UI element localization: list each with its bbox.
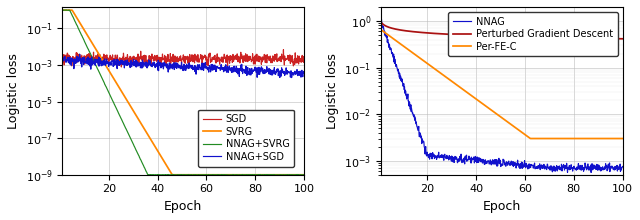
NNAG+SVRG bbox=[212, 173, 220, 176]
SGD bbox=[242, 60, 250, 63]
Line: Perturbed Gradient Descent: Perturbed Gradient Descent bbox=[381, 22, 623, 39]
SVRG bbox=[267, 173, 275, 176]
Per-FE-C bbox=[392, 39, 399, 42]
NNAG+SGD bbox=[199, 69, 207, 71]
Per-FE-C bbox=[619, 137, 627, 140]
SVRG bbox=[205, 173, 213, 176]
SVRG bbox=[300, 173, 308, 176]
NNAG bbox=[518, 161, 525, 163]
SVRG bbox=[58, 9, 66, 11]
SVRG bbox=[242, 173, 250, 176]
Perturbed Gradient Descent bbox=[524, 36, 531, 38]
SGD bbox=[212, 56, 220, 59]
SVRG bbox=[212, 173, 220, 176]
SGD bbox=[118, 66, 125, 68]
NNAG bbox=[619, 165, 627, 168]
Line: Per-FE-C: Per-FE-C bbox=[381, 30, 623, 139]
NNAG+SVRG bbox=[242, 174, 250, 176]
Y-axis label: Logistic loss: Logistic loss bbox=[7, 53, 20, 129]
Line: NNAG: NNAG bbox=[381, 20, 623, 172]
NNAG+SVRG bbox=[267, 173, 275, 176]
SVRG bbox=[74, 17, 81, 20]
SGD bbox=[267, 60, 275, 62]
NNAG+SVRG bbox=[199, 173, 207, 176]
NNAG bbox=[586, 165, 593, 168]
NNAG+SGD bbox=[76, 53, 83, 55]
Per-FE-C bbox=[586, 137, 593, 140]
Legend: NNAG, Perturbed Gradient Descent, Per-FE-C: NNAG, Perturbed Gradient Descent, Per-FE… bbox=[449, 12, 618, 56]
Line: NNAG+SVRG: NNAG+SVRG bbox=[62, 10, 304, 175]
NNAG+SVRG bbox=[61, 9, 69, 11]
Line: NNAG+SGD: NNAG+SGD bbox=[62, 54, 304, 78]
NNAG+SGD bbox=[205, 64, 213, 67]
SGD bbox=[280, 48, 287, 51]
Perturbed Gradient Descent bbox=[392, 28, 399, 30]
NNAG bbox=[524, 168, 532, 170]
Per-FE-C bbox=[517, 130, 525, 133]
Perturbed Gradient Descent bbox=[377, 21, 385, 23]
NNAG bbox=[531, 167, 539, 170]
Legend: SGD, SVRG, NNAG+SVRG, NNAG+SGD: SGD, SVRG, NNAG+SVRG, NNAG+SGD bbox=[198, 110, 294, 167]
Line: SGD: SGD bbox=[62, 50, 304, 67]
SGD bbox=[199, 58, 207, 60]
NNAG+SGD bbox=[74, 61, 81, 63]
NNAG+SGD bbox=[267, 71, 275, 74]
NNAG+SVRG bbox=[294, 174, 302, 176]
Line: SVRG: SVRG bbox=[62, 10, 304, 175]
Perturbed Gradient Descent bbox=[517, 35, 525, 38]
Perturbed Gradient Descent bbox=[585, 37, 593, 40]
NNAG+SGD bbox=[58, 59, 66, 62]
Perturbed Gradient Descent bbox=[619, 37, 627, 40]
NNAG bbox=[377, 21, 385, 24]
NNAG+SGD bbox=[288, 76, 296, 79]
Per-FE-C bbox=[531, 137, 539, 140]
SVRG bbox=[168, 173, 176, 176]
NNAG+SVRG bbox=[300, 174, 308, 176]
Per-FE-C bbox=[561, 137, 568, 140]
SGD bbox=[58, 60, 66, 63]
NNAG+SVRG bbox=[205, 174, 213, 176]
SVRG bbox=[199, 173, 207, 176]
SGD bbox=[300, 57, 308, 60]
Per-FE-C bbox=[524, 135, 531, 138]
X-axis label: Epoch: Epoch bbox=[483, 200, 521, 213]
NNAG+SGD bbox=[242, 65, 250, 67]
NNAG+SGD bbox=[212, 68, 220, 70]
Perturbed Gradient Descent bbox=[531, 36, 539, 38]
Y-axis label: Logistic loss: Logistic loss bbox=[326, 53, 339, 129]
X-axis label: Epoch: Epoch bbox=[164, 200, 202, 213]
NNAG+SGD bbox=[300, 72, 308, 74]
Per-FE-C bbox=[527, 137, 534, 140]
NNAG+SVRG bbox=[74, 25, 81, 28]
NNAG bbox=[378, 18, 385, 21]
Perturbed Gradient Descent bbox=[561, 37, 568, 39]
SGD bbox=[74, 52, 81, 54]
NNAG bbox=[392, 65, 400, 68]
NNAG bbox=[588, 171, 595, 174]
SGD bbox=[205, 55, 213, 57]
NNAG+SVRG bbox=[58, 9, 66, 11]
Per-FE-C bbox=[377, 28, 385, 31]
NNAG bbox=[561, 169, 568, 171]
